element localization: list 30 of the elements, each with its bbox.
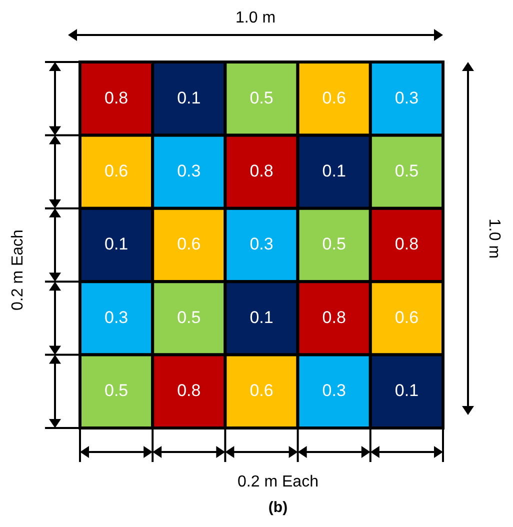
text: 1.0 m — [235, 9, 276, 26]
data-label: 0.8 — [250, 161, 274, 180]
data-label: 0.8 — [394, 234, 419, 254]
text: 0.2 m Each — [9, 230, 26, 310]
data-label: 0.1 — [394, 381, 419, 400]
data-label: 0.6 — [104, 161, 128, 180]
data-label: 0.1 — [322, 161, 346, 180]
text: 1.0 m — [486, 218, 503, 259]
data-label: 0.3 — [177, 161, 201, 180]
data-label: 0.6 — [322, 88, 346, 108]
data-label: 0.1 — [104, 234, 128, 254]
text: 0.2 m Each — [238, 473, 318, 490]
data-label: 0.3 — [104, 308, 128, 327]
data-label: 0.5 — [322, 234, 346, 254]
data-label: 0.1 — [177, 88, 201, 108]
data-label: 0.3 — [394, 88, 419, 108]
data-label: 0.5 — [104, 381, 128, 400]
data-label: 0.6 — [177, 234, 201, 254]
data-label: 0.8 — [322, 308, 346, 327]
data-label: 0.5 — [394, 161, 419, 180]
data-label: 0.6 — [250, 381, 274, 400]
data-label: 0.3 — [322, 381, 346, 400]
text: (b) — [268, 499, 288, 516]
data-label: 0.6 — [394, 308, 419, 327]
data-label: 0.3 — [250, 234, 274, 254]
data-label: 0.5 — [177, 308, 201, 327]
data-label: 0.5 — [250, 88, 274, 108]
data-label: 0.8 — [104, 88, 128, 108]
data-label: 0.8 — [177, 381, 201, 400]
data-label: 0.1 — [250, 308, 274, 327]
